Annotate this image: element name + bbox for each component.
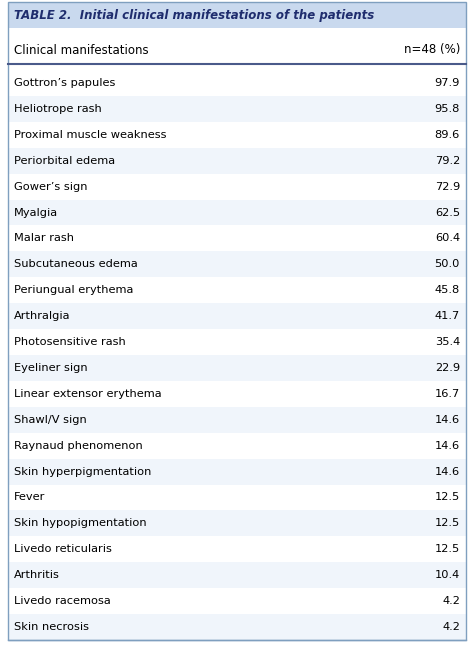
Text: Photosensitive rash: Photosensitive rash (14, 337, 126, 347)
Text: 4.2: 4.2 (442, 622, 460, 632)
Bar (8, 381, 466, 407)
Text: 14.6: 14.6 (435, 415, 460, 425)
Text: Fever: Fever (14, 492, 46, 503)
Text: 12.5: 12.5 (435, 492, 460, 503)
Text: Periungual erythema: Periungual erythema (14, 286, 133, 295)
Text: 12.5: 12.5 (435, 545, 460, 554)
Text: 35.4: 35.4 (435, 337, 460, 347)
Text: TABLE 2.  Initial clinical manifestations of the patients: TABLE 2. Initial clinical manifestations… (14, 8, 374, 21)
Text: 41.7: 41.7 (435, 311, 460, 321)
Text: Shawl/V sign: Shawl/V sign (14, 415, 87, 425)
Bar (8, 122, 466, 148)
Bar (8, 148, 466, 174)
Text: Periorbital edema: Periorbital edema (14, 156, 115, 165)
Text: Proximal muscle weakness: Proximal muscle weakness (14, 130, 166, 140)
Text: Livedo reticularis: Livedo reticularis (14, 545, 112, 554)
Bar (8, 588, 466, 614)
Bar (8, 459, 466, 484)
Bar (8, 36, 466, 64)
Text: 14.6: 14.6 (435, 441, 460, 451)
Bar (8, 251, 466, 277)
Text: Skin hypopigmentation: Skin hypopigmentation (14, 518, 146, 528)
Bar (8, 536, 466, 562)
Text: 60.4: 60.4 (435, 233, 460, 244)
Bar (8, 407, 466, 433)
Text: Skin necrosis: Skin necrosis (14, 622, 89, 632)
Text: 12.5: 12.5 (435, 518, 460, 528)
Text: 97.9: 97.9 (435, 78, 460, 88)
Bar (8, 355, 466, 381)
Bar (8, 277, 466, 303)
Text: n=48 (%): n=48 (%) (404, 43, 460, 56)
Text: Arthralgia: Arthralgia (14, 311, 71, 321)
Bar (8, 303, 466, 329)
Text: Malar rash: Malar rash (14, 233, 74, 244)
Text: Subcutaneous edema: Subcutaneous edema (14, 259, 138, 269)
Bar (8, 174, 466, 200)
Text: Gower’s sign: Gower’s sign (14, 182, 88, 192)
Bar (8, 510, 466, 536)
Bar (8, 70, 466, 96)
Text: 89.6: 89.6 (435, 130, 460, 140)
Bar (8, 2, 466, 28)
Text: Gottron’s papules: Gottron’s papules (14, 78, 115, 88)
Bar (8, 329, 466, 355)
Text: 4.2: 4.2 (442, 596, 460, 606)
Text: Heliotrope rash: Heliotrope rash (14, 104, 102, 114)
Text: Myalgia: Myalgia (14, 207, 58, 218)
Bar (8, 96, 466, 122)
Text: 95.8: 95.8 (435, 104, 460, 114)
Text: 79.2: 79.2 (435, 156, 460, 165)
Text: 62.5: 62.5 (435, 207, 460, 218)
Text: Clinical manifestations: Clinical manifestations (14, 43, 149, 56)
Bar (8, 614, 466, 640)
Bar (8, 484, 466, 510)
Text: 22.9: 22.9 (435, 363, 460, 373)
Bar (8, 433, 466, 459)
Text: 50.0: 50.0 (435, 259, 460, 269)
Text: Eyeliner sign: Eyeliner sign (14, 363, 88, 373)
Text: Livedo racemosa: Livedo racemosa (14, 596, 111, 606)
Text: Raynaud phenomenon: Raynaud phenomenon (14, 441, 143, 451)
Bar (8, 200, 466, 225)
Text: Skin hyperpigmentation: Skin hyperpigmentation (14, 466, 151, 477)
Text: 45.8: 45.8 (435, 286, 460, 295)
Text: Arthritis: Arthritis (14, 570, 60, 580)
Bar (8, 225, 466, 251)
Text: 14.6: 14.6 (435, 466, 460, 477)
Text: Linear extensor erythema: Linear extensor erythema (14, 389, 162, 399)
Text: 16.7: 16.7 (435, 389, 460, 399)
Text: 72.9: 72.9 (435, 182, 460, 192)
Bar (8, 562, 466, 588)
Text: 10.4: 10.4 (435, 570, 460, 580)
